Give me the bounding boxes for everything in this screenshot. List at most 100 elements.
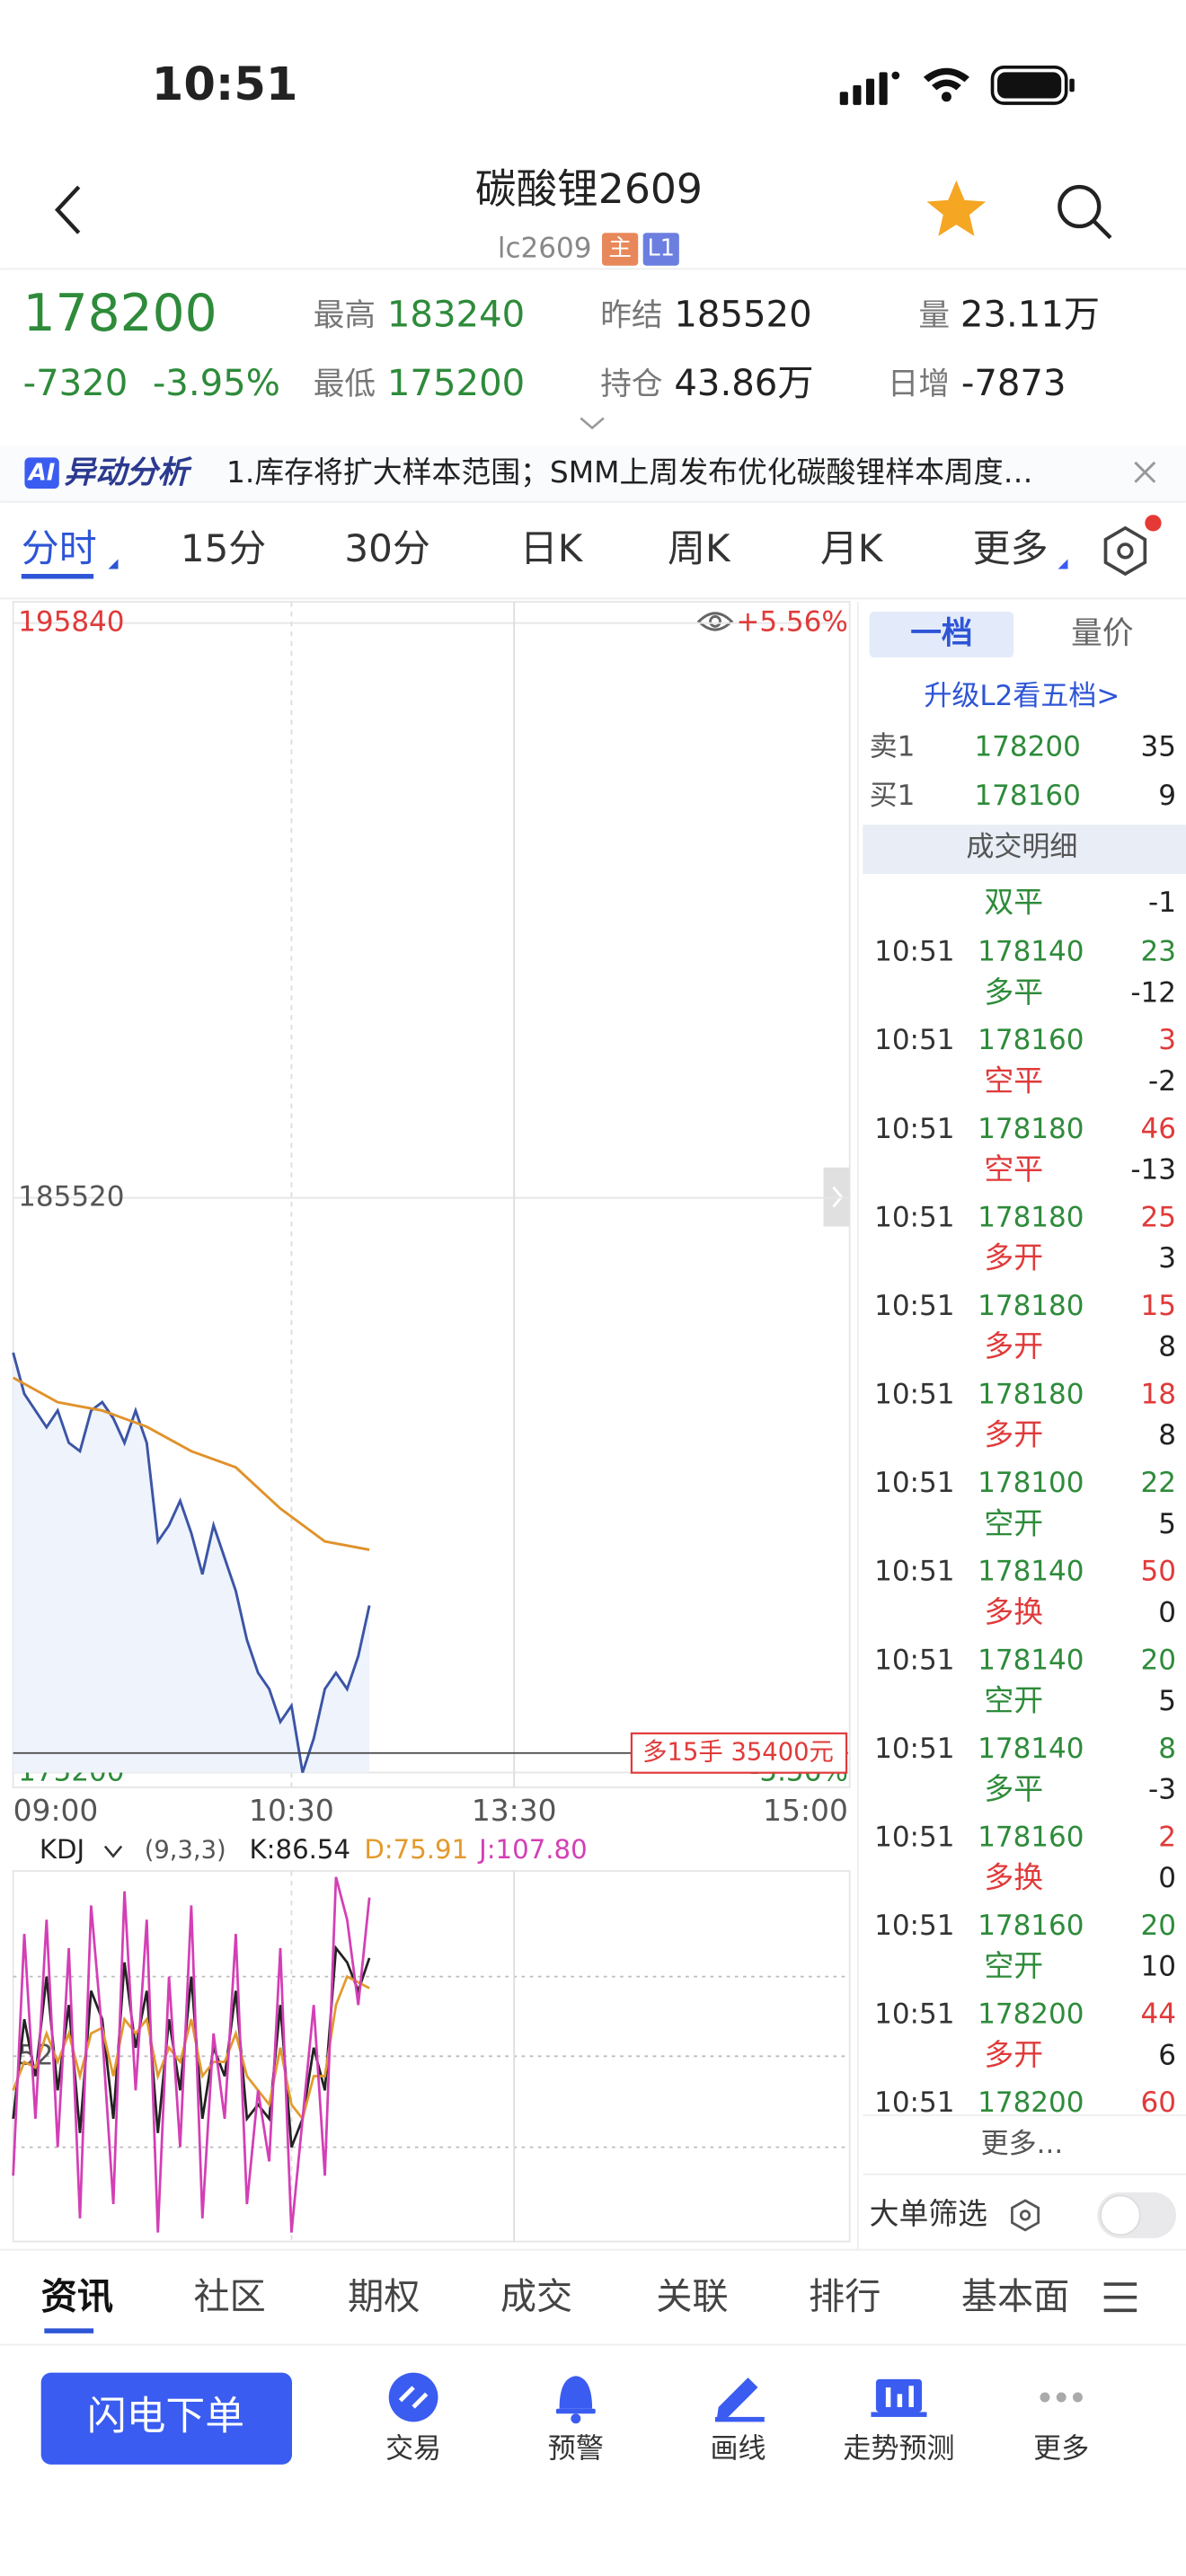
trade-volume: 23 <box>1141 936 1176 968</box>
eye-icon[interactable] <box>696 612 734 631</box>
trade-volume: 20 <box>1141 1644 1176 1676</box>
tab-underline <box>21 573 94 579</box>
trade-volume: 15 <box>1141 1290 1176 1322</box>
trade-change: 5 <box>1158 1685 1176 1717</box>
trade-change: 0 <box>1158 1596 1176 1628</box>
status-time: 10:51 <box>152 58 298 111</box>
chart-settings[interactable] <box>1103 515 1162 577</box>
stat-value: 183240 <box>387 294 525 335</box>
action-item[interactable]: 交易 <box>385 2432 441 2465</box>
trade-volume: 50 <box>1141 1556 1176 1588</box>
flash-order-label[interactable]: 闪电下单 <box>87 2394 244 2439</box>
trade-price: 178100 <box>978 1467 1084 1499</box>
bottom-tab[interactable]: 资讯 <box>41 2276 113 2317</box>
period-tab[interactable]: 30分 <box>344 526 429 570</box>
period-tab[interactable]: 15分 <box>181 526 266 570</box>
action-item[interactable]: 预警 <box>548 2432 604 2465</box>
filter-toggle[interactable] <box>1097 2192 1176 2238</box>
trades-header <box>863 825 1186 875</box>
kdj-frame <box>12 1870 851 2243</box>
y-tick-label: 185520 <box>18 1181 124 1213</box>
tabs-menu[interactable] <box>1103 2282 1137 2313</box>
trade-time: 10:51 <box>874 1910 954 1942</box>
trade-volume: 8 <box>1158 1733 1176 1765</box>
trade-time: 10:51 <box>874 1644 954 1676</box>
kdj-line <box>12 1876 371 2233</box>
period-tab[interactable]: 月K <box>820 526 884 570</box>
trade-change: 8 <box>1158 1419 1176 1451</box>
y2-tick-label: +5.56% <box>736 606 848 639</box>
indicator-dropdown[interactable] <box>103 1845 123 1858</box>
trade-type: 多换 <box>984 1594 1043 1629</box>
bottom-tabs: 资讯 社区 期权 成交 关联 排行 基本面 <box>41 2276 1070 2317</box>
trade-icon <box>388 2372 438 2422</box>
instrument-title: 碳酸锂2609 <box>475 165 703 213</box>
stat-label: 日增 <box>888 366 950 402</box>
stat-value: -7873 <box>961 363 1067 404</box>
favorite-star[interactable] <box>926 180 987 236</box>
quote-price: 178200 <box>974 730 1080 763</box>
action-item[interactable]: 走势预测 <box>843 2432 954 2465</box>
upgrade-link[interactable]: 升级L2看五档> <box>924 680 1120 712</box>
trade-type: 多开 <box>984 1240 1043 1275</box>
indicator-name[interactable]: KDJ <box>40 1834 84 1865</box>
trade-type: 空平 <box>984 1063 1043 1098</box>
expand-chevron[interactable] <box>580 417 605 430</box>
x-tick-label: 10:30 <box>249 1793 334 1828</box>
period-tab[interactable]: 周K <box>668 526 731 570</box>
trade-time: 10:51 <box>874 1024 954 1056</box>
book-tab[interactable]: 量价 <box>1071 616 1133 652</box>
quote-price: 178160 <box>974 780 1080 812</box>
average-line <box>12 1376 370 1551</box>
trade-price: 178140 <box>978 1733 1084 1765</box>
period-tab[interactable]: 分时 <box>22 526 97 570</box>
trade-change: -2 <box>1148 1065 1176 1098</box>
stat-value: 175200 <box>387 363 525 404</box>
quote-level: 卖1 <box>870 730 916 763</box>
trade-volume: 20 <box>1141 1910 1176 1942</box>
flash-order-button[interactable] <box>40 2372 293 2465</box>
trades-title: 成交明细 <box>966 831 1077 863</box>
x-tick-label: 13:30 <box>472 1793 557 1828</box>
bottom-tab[interactable]: 成交 <box>500 2276 572 2317</box>
trade-price: 178180 <box>978 1201 1084 1233</box>
indicator-params: (9,3,3) <box>145 1837 226 1865</box>
trade-time: 10:51 <box>874 1821 954 1853</box>
quote-volume: 9 <box>1158 780 1176 812</box>
bottom-tab[interactable]: 社区 <box>193 2276 265 2317</box>
news-bar[interactable] <box>0 446 1186 502</box>
tab-underline <box>44 2328 94 2333</box>
bottom-tab[interactable]: 期权 <box>348 2276 420 2317</box>
trade-type: 多平 <box>984 975 1043 1010</box>
news-text[interactable]: 1.库存将扩大样本范围；SMM上周发布优化碳酸锂样本周度… <box>226 454 1033 490</box>
status-icons <box>839 66 1075 105</box>
more-trades[interactable]: 更多... <box>981 2128 1064 2160</box>
trade-price: 178140 <box>978 1556 1084 1588</box>
bottom-tab[interactable]: 关联 <box>656 2276 728 2317</box>
back-button[interactable] <box>54 185 81 234</box>
period-tab[interactable]: 日K <box>520 526 584 570</box>
stat-label: 最低 <box>314 366 376 402</box>
stat-label: 最高 <box>314 297 376 333</box>
price-change: -7320 <box>23 363 128 404</box>
book-tab[interactable]: 一档 <box>910 616 972 652</box>
trade-time: 10:51 <box>874 1998 954 2031</box>
trade-time: 10:51 <box>874 1379 954 1411</box>
action-item[interactable]: 更多 <box>1033 2432 1089 2465</box>
action-item[interactable]: 画线 <box>711 2432 766 2465</box>
draw-icon <box>715 2378 765 2422</box>
search-button[interactable] <box>1058 184 1112 240</box>
trade-change: 10 <box>1141 1951 1176 1983</box>
badge: 主 <box>608 234 632 261</box>
bottom-tab[interactable]: 排行 <box>809 2276 881 2317</box>
filter-settings[interactable] <box>1011 2199 1040 2232</box>
trade-time: 10:51 <box>874 1556 954 1588</box>
stat-label: 持仓 <box>600 366 662 402</box>
stat-value: 185520 <box>674 294 811 335</box>
trade-volume: 18 <box>1141 1379 1176 1411</box>
trade-change: 5 <box>1158 1508 1176 1540</box>
period-tab[interactable]: 更多 <box>973 526 1049 570</box>
bottom-tab[interactable]: 基本面 <box>961 2276 1069 2317</box>
close-news[interactable] <box>1134 461 1156 483</box>
trade-type: 多平 <box>984 1771 1043 1806</box>
